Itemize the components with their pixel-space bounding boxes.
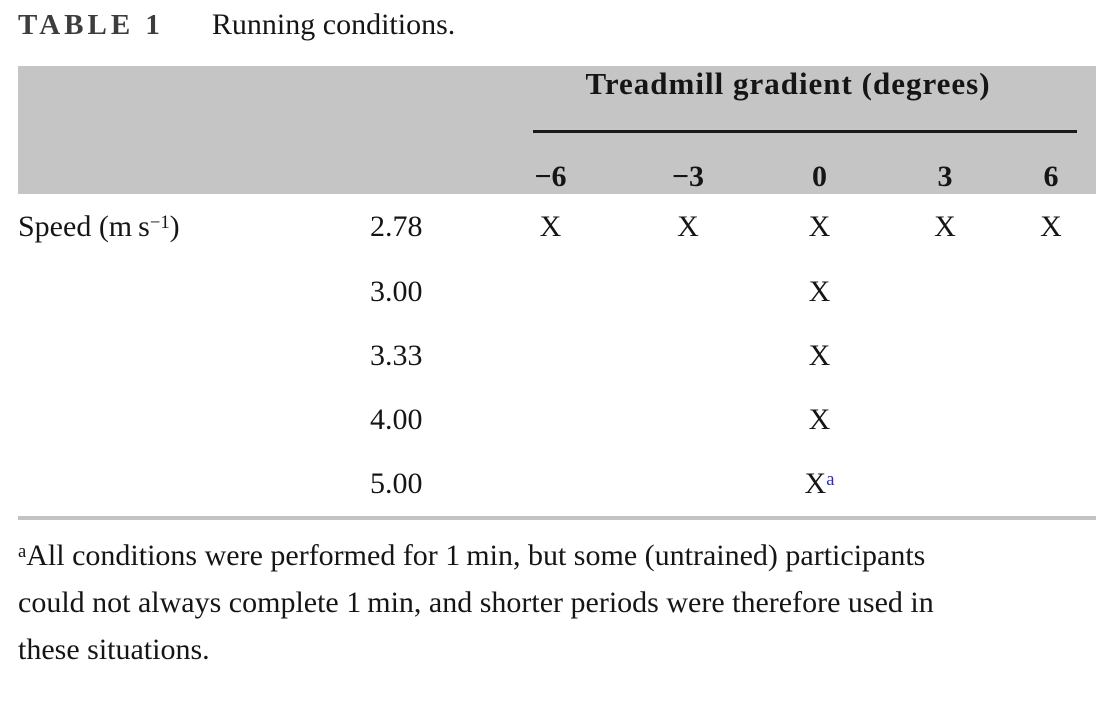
table-caption: Running conditions. [211, 8, 456, 41]
speed-label-text: Speed (m s [18, 210, 150, 243]
condition-mark [1006, 452, 1096, 518]
condition-mark [1006, 388, 1096, 452]
footnote-marker: a [18, 540, 27, 562]
condition-mark [884, 388, 1006, 452]
footnote-line: these situations. [18, 633, 210, 666]
column-header-6: 6 [1006, 160, 1097, 194]
condition-mark [621, 388, 755, 452]
condition-mark [480, 388, 621, 452]
column-header-3: 3 [884, 160, 1006, 194]
column-header-neg3: −3 [621, 160, 755, 194]
group-header-rule [533, 130, 1078, 133]
condition-mark: X [539, 210, 562, 243]
table-row: 3.00 X [18, 260, 1096, 324]
header-corner-cell-2 [18, 160, 480, 194]
speed-value: 4.00 [370, 403, 423, 436]
condition-mark: X [808, 339, 831, 372]
condition-mark [1006, 260, 1096, 324]
table-row: 5.00 Xa [18, 452, 1096, 518]
footnote-line: aAll conditions were performed for 1 min… [18, 532, 1092, 579]
condition-mark [621, 452, 755, 518]
header-corner-cell [18, 66, 480, 160]
row-label-speed: Speed (m s−1) [18, 194, 370, 260]
condition-mark [884, 324, 1006, 388]
condition-mark-with-note: Xa [755, 452, 884, 518]
condition-mark [480, 452, 621, 518]
table-row: Speed (m s−1) 2.78 X X X X X [18, 194, 1096, 260]
condition-mark [480, 324, 621, 388]
condition-mark: X [808, 403, 831, 436]
group-header-row: Treadmill gradient (degrees) [18, 66, 1097, 160]
table-body: Speed (m s−1) 2.78 X X X X X 3.00 X 3.33 [18, 194, 1096, 518]
footnote-marker-superscript: a [826, 468, 835, 490]
column-header-row: −6 −3 0 3 6 [18, 160, 1097, 194]
speed-value: 3.00 [370, 275, 423, 308]
column-header-0: 0 [755, 160, 884, 194]
condition-mark: X [1040, 210, 1062, 243]
condition-mark: X [808, 275, 831, 308]
speed-value: 2.78 [370, 210, 423, 243]
condition-mark: X [677, 210, 699, 243]
group-header-title: Treadmill gradient (degrees) [585, 66, 991, 101]
running-conditions-table: Treadmill gradient (degrees) −6 −3 0 3 6… [18, 66, 1097, 520]
speed-unit-superscript: −1 [149, 211, 170, 233]
group-header-cell: Treadmill gradient (degrees) [480, 66, 1097, 160]
speed-value: 3.33 [370, 339, 423, 372]
footnote-line: could not always complete 1 min, and sho… [18, 586, 934, 619]
column-header-neg6: −6 [480, 160, 621, 194]
footnote-text: All conditions were performed for 1 min,… [26, 539, 926, 572]
condition-mark: X [808, 210, 831, 243]
condition-mark: X [804, 467, 827, 500]
condition-mark [884, 452, 1006, 518]
table-row: 3.33 X [18, 324, 1096, 388]
condition-mark [621, 260, 755, 324]
condition-mark [1006, 324, 1096, 388]
condition-mark [621, 324, 755, 388]
speed-label-close: ) [169, 210, 180, 243]
table-header: Treadmill gradient (degrees) −6 −3 0 3 6 [18, 66, 1097, 194]
table-row: 4.00 X [18, 388, 1096, 452]
table-number-label: TABLE 1 [18, 9, 164, 41]
speed-value: 5.00 [370, 467, 423, 500]
table-title: TABLE 1 Running conditions. [18, 8, 1092, 50]
condition-mark: X [934, 210, 956, 243]
condition-mark [480, 260, 621, 324]
table-footnote: aAll conditions were performed for 1 min… [18, 532, 1092, 673]
condition-mark [884, 260, 1006, 324]
